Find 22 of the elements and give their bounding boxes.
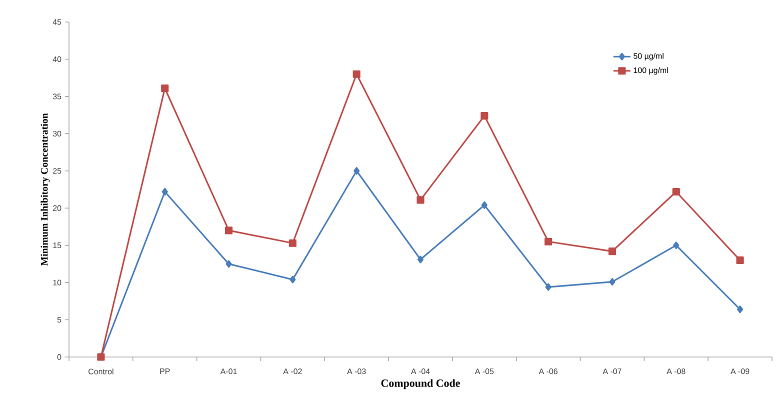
point	[226, 260, 232, 268]
point	[481, 201, 488, 209]
point	[224, 226, 233, 234]
point	[417, 256, 424, 264]
point	[609, 278, 616, 286]
point	[673, 242, 680, 250]
point	[290, 276, 296, 284]
point	[288, 239, 296, 247]
point	[416, 196, 424, 204]
x-axis-title: Compound Code	[381, 379, 460, 390]
point	[672, 188, 680, 196]
y-axis-title: Minimum Inhibitory Concentration	[40, 113, 50, 266]
point	[352, 70, 360, 78]
point	[162, 188, 168, 196]
point	[608, 248, 616, 256]
point	[737, 306, 744, 314]
point	[161, 84, 169, 92]
point	[545, 283, 552, 291]
point	[736, 256, 744, 264]
point	[544, 238, 552, 246]
point	[354, 167, 360, 175]
point	[480, 112, 488, 120]
